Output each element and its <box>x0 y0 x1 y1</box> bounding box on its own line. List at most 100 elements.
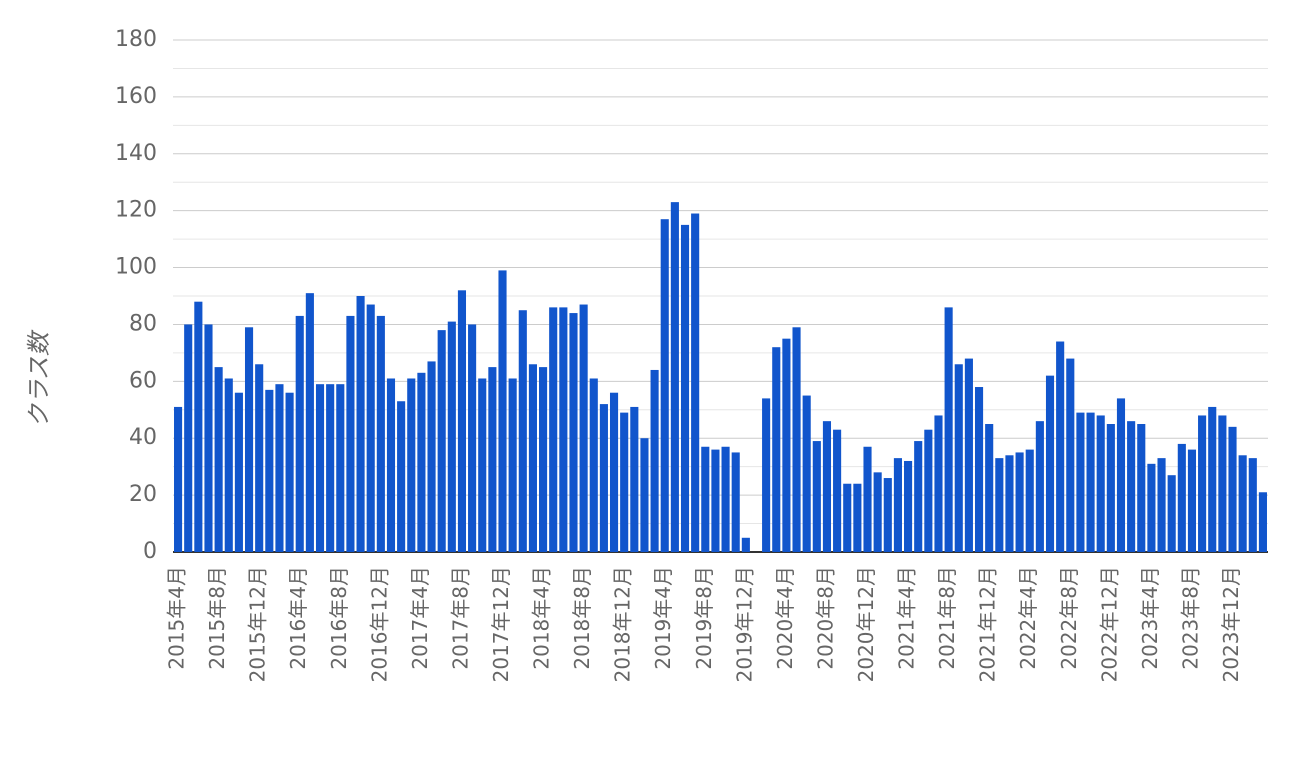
bar <box>386 378 396 552</box>
x-tick-label: 2017年8月 <box>448 566 472 670</box>
bar <box>1167 475 1176 552</box>
x-tick-label: 2018年8月 <box>570 566 594 670</box>
bar <box>974 387 984 552</box>
x-tick-label: 2022年12月 <box>1097 566 1121 682</box>
bar <box>924 429 933 552</box>
x-tick-label: 2018年4月 <box>530 566 554 670</box>
bar <box>468 324 477 552</box>
x-tick-label: 2019年4月 <box>651 566 675 670</box>
bar <box>782 338 791 552</box>
bar <box>295 315 304 552</box>
bar <box>609 392 619 552</box>
bar <box>964 358 973 552</box>
bar <box>174 406 183 552</box>
bar <box>944 307 953 552</box>
bar <box>1127 421 1136 552</box>
bar <box>1035 421 1044 552</box>
y-tick-label: 160 <box>115 84 157 109</box>
bar <box>1147 463 1156 552</box>
bar <box>518 310 527 552</box>
bar <box>1066 358 1075 552</box>
x-tick-label: 2017年4月 <box>408 566 432 670</box>
x-tick-label: 2023年4月 <box>1138 566 1162 670</box>
bar <box>1045 375 1055 552</box>
bar <box>650 369 659 552</box>
bar <box>214 367 223 552</box>
bar <box>691 213 700 552</box>
bar <box>437 330 446 552</box>
bar <box>326 384 335 552</box>
y-tick-label: 20 <box>129 482 157 507</box>
bar <box>549 307 558 552</box>
bar <box>731 452 740 552</box>
bar <box>762 398 771 552</box>
bar <box>559 307 568 552</box>
y-axis-label: クラス数 <box>25 329 53 428</box>
bar <box>833 429 842 552</box>
x-tick-label: 2019年8月 <box>692 566 716 670</box>
bar <box>407 378 416 552</box>
bar <box>1116 398 1126 552</box>
bar <box>954 364 963 552</box>
bar <box>366 304 375 552</box>
bar <box>853 483 862 552</box>
bar <box>1015 452 1024 552</box>
bar <box>620 412 629 552</box>
bar <box>802 395 811 552</box>
bar <box>640 438 649 552</box>
x-tick-label: 2019年12月 <box>732 566 756 682</box>
bar <box>447 321 456 552</box>
bar <box>275 384 284 552</box>
bar <box>285 392 294 552</box>
bar <box>985 424 994 552</box>
y-tick-label: 180 <box>115 27 157 52</box>
bar <box>376 315 385 552</box>
bar <box>417 372 426 552</box>
bar <box>792 327 801 552</box>
bar <box>660 219 669 552</box>
bar <box>934 415 943 552</box>
bar <box>498 270 507 552</box>
bar <box>315 384 325 552</box>
bar <box>843 483 852 552</box>
bar <box>995 458 1004 552</box>
bar <box>528 364 537 552</box>
bar <box>873 472 882 552</box>
bar <box>478 378 487 552</box>
bar <box>630 406 639 552</box>
bar <box>1187 449 1197 552</box>
bar <box>893 458 902 552</box>
bar <box>1248 458 1257 552</box>
bar <box>1157 458 1166 552</box>
bar <box>569 313 578 552</box>
bar <box>336 384 345 552</box>
bar <box>589 378 598 552</box>
bar <box>234 392 243 552</box>
bar <box>1177 443 1186 552</box>
bar <box>680 224 690 552</box>
bar <box>1106 424 1115 552</box>
bar <box>1218 415 1227 552</box>
x-tick-label: 2018年12月 <box>611 566 635 682</box>
bar <box>1086 412 1095 552</box>
bar <box>244 327 254 552</box>
bar <box>1137 424 1146 552</box>
bar <box>356 296 365 552</box>
y-tick-label: 140 <box>115 141 157 166</box>
x-tick-label: 2015年8月 <box>205 566 229 670</box>
bar <box>701 446 710 552</box>
bar <box>488 367 497 552</box>
bar <box>1056 341 1065 552</box>
bar <box>1198 415 1207 552</box>
x-tick-label: 2017年12月 <box>489 566 513 682</box>
x-tick-label: 2020年12月 <box>854 566 878 682</box>
bar <box>822 421 832 552</box>
bar <box>346 315 355 552</box>
bar <box>224 378 233 552</box>
y-tick-label: 100 <box>115 255 157 280</box>
bar <box>397 401 406 552</box>
bar <box>427 361 436 552</box>
x-tick-label: 2021年8月 <box>935 566 959 670</box>
bar <box>1258 492 1267 552</box>
